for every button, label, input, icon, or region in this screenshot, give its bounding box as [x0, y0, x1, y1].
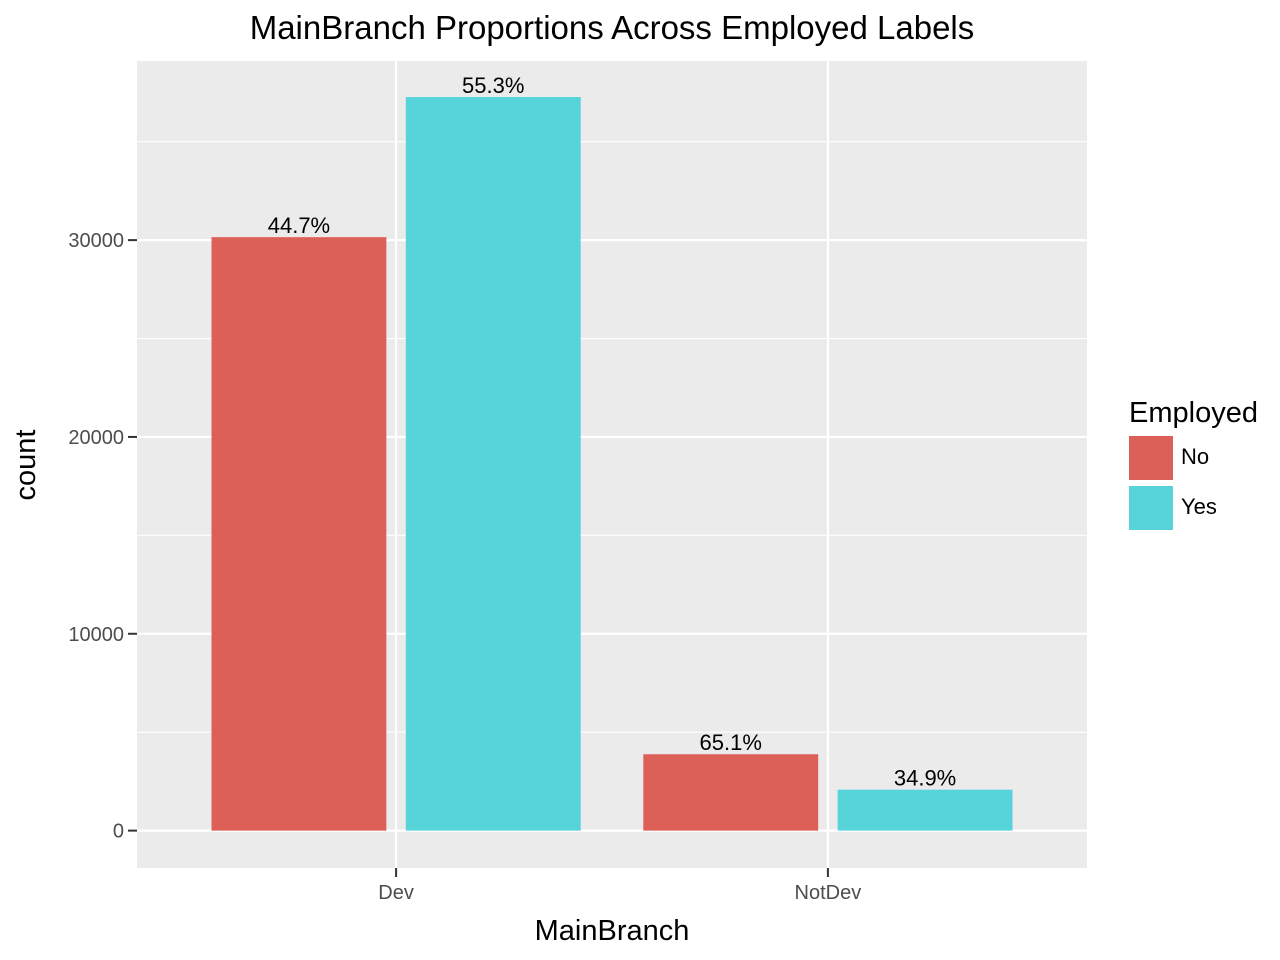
x-tick-label: NotDev: [795, 882, 862, 904]
y-tick-label: 20000: [68, 427, 124, 449]
bar-yes-notdev: [837, 789, 1013, 831]
y-tick-label: 10000: [68, 624, 124, 646]
bar-yes-dev: [405, 97, 581, 831]
bar-label: 55.3%: [462, 73, 524, 98]
y-axis: 0 10000 20000 30000: [68, 230, 137, 843]
legend-key-yes: [1129, 486, 1173, 530]
bar-no-notdev: [643, 754, 819, 831]
bars: 44.7% 55.3% 65.1% 34.9%: [211, 73, 1013, 831]
legend-title: Employed: [1129, 397, 1258, 429]
bar-label: 65.1%: [700, 730, 762, 755]
legend-label: Yes: [1181, 494, 1217, 519]
y-tick-label: 30000: [68, 230, 124, 252]
legend-label: No: [1181, 444, 1209, 469]
legend: Employed No Yes: [1129, 397, 1258, 530]
x-axis: Dev NotDev: [378, 868, 861, 904]
x-axis-title: MainBranch: [535, 915, 690, 947]
x-tick-label: Dev: [378, 882, 414, 904]
bar-no-dev: [211, 237, 387, 831]
chart-title: MainBranch Proportions Across Employed L…: [250, 9, 975, 46]
bar-label: 44.7%: [268, 213, 330, 238]
legend-key-no: [1129, 436, 1173, 480]
bar-label: 34.9%: [894, 766, 956, 791]
y-axis-title: count: [10, 430, 42, 501]
y-tick-label: 0: [113, 821, 124, 843]
